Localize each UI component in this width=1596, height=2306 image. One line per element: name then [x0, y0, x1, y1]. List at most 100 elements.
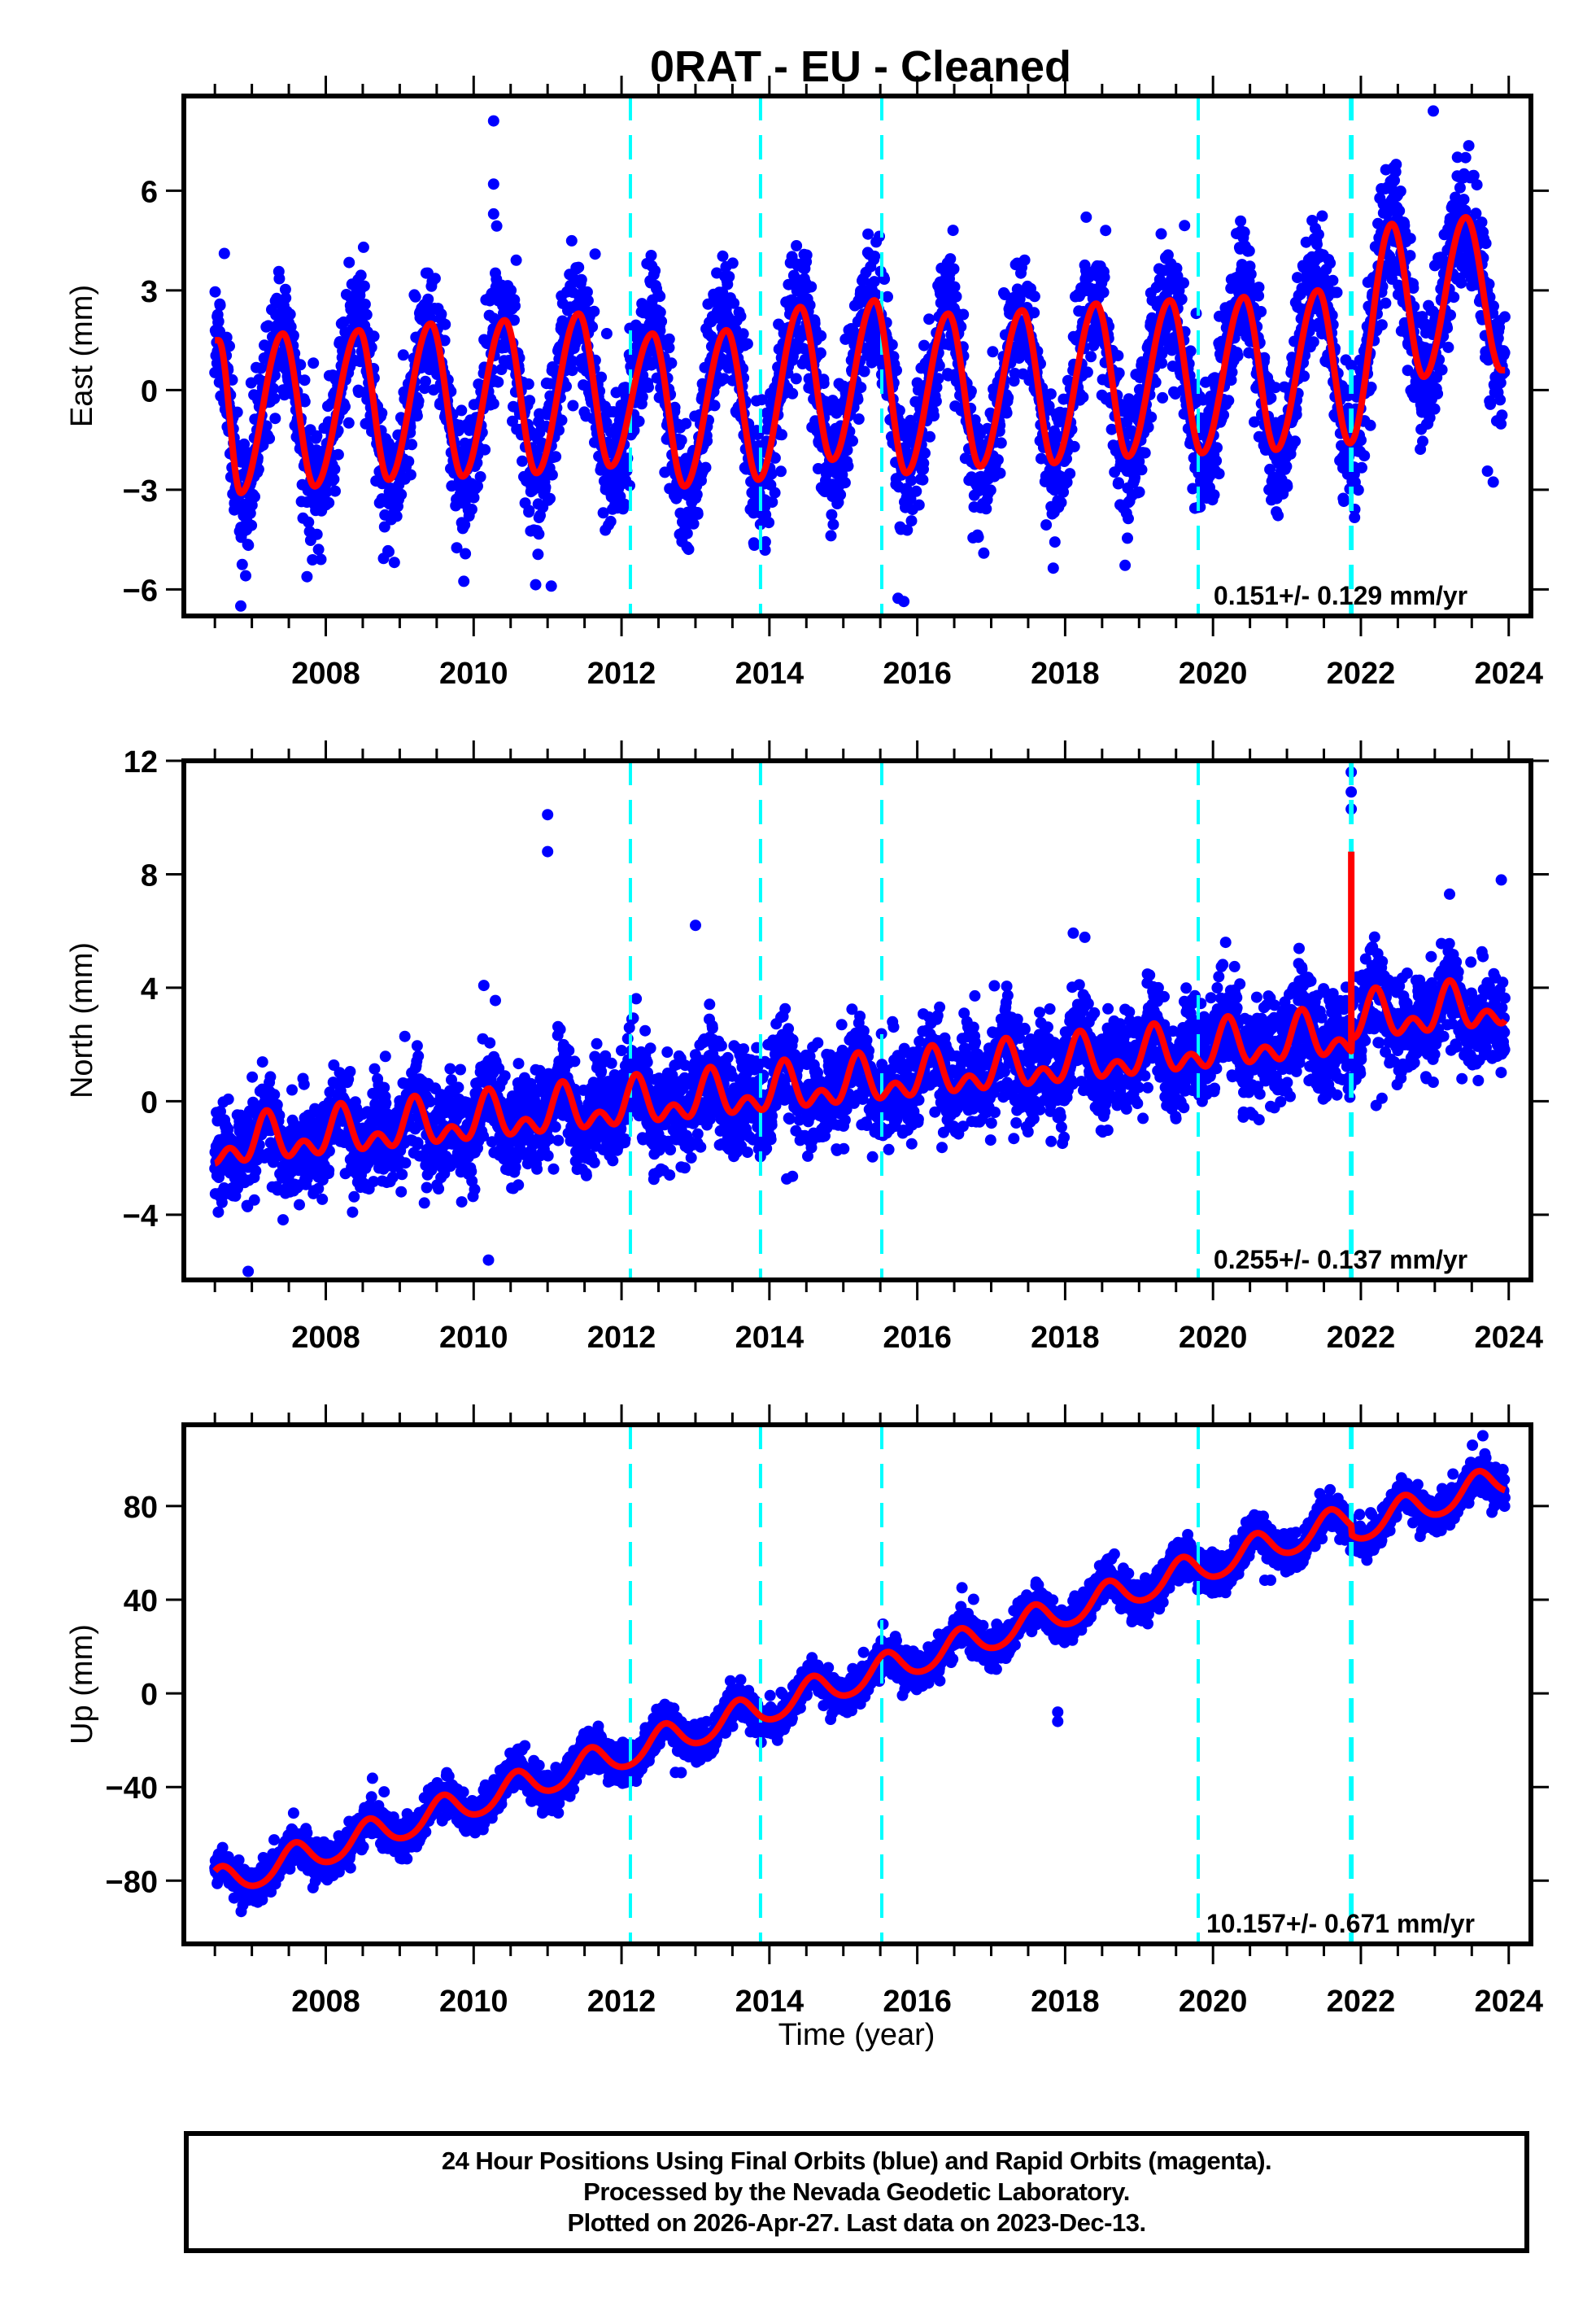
- data-point: [1002, 391, 1014, 404]
- east-plot-area: 2008 2010 2012 2014 2016 2018 2020 2022 2024−6−3…: [123, 76, 1549, 691]
- data-point: [659, 466, 671, 478]
- data-point: [624, 479, 635, 491]
- data-point: [1245, 269, 1257, 280]
- data-point: [665, 357, 678, 369]
- data-point-outlier: [1428, 105, 1439, 117]
- data-point: [987, 346, 999, 358]
- data-point: [332, 448, 344, 461]
- data-point: [1494, 394, 1507, 406]
- data-point: [1404, 250, 1416, 262]
- data-point: [329, 485, 341, 497]
- data-point: [395, 488, 408, 500]
- data-point: [323, 496, 335, 509]
- data-point: [1044, 388, 1057, 400]
- data-point: [1001, 407, 1013, 419]
- data-point: [1136, 464, 1148, 476]
- data-point: [1454, 181, 1466, 194]
- data-point: [212, 1206, 225, 1218]
- data-point: [264, 1071, 277, 1083]
- data-point: [280, 292, 292, 304]
- x-tick-label: 2012: [587, 657, 656, 691]
- data-point: [368, 330, 380, 343]
- data-point: [446, 480, 458, 492]
- data-point: [273, 273, 286, 285]
- data-point: [928, 410, 940, 421]
- data-point: [343, 256, 355, 269]
- data-point: [329, 463, 341, 475]
- data-point: [533, 528, 545, 540]
- data-point: [397, 349, 409, 361]
- data-point: [862, 228, 874, 240]
- x-tick-label: 2018: [1031, 657, 1100, 691]
- data-point: [948, 263, 960, 275]
- data-point: [388, 557, 400, 569]
- data-point: [1068, 440, 1080, 452]
- data-point: [1122, 532, 1133, 544]
- data-point: [1338, 496, 1350, 508]
- data-point: [1352, 484, 1364, 496]
- data-point: [1358, 450, 1371, 462]
- data-point: [717, 250, 729, 262]
- data-point: [560, 380, 572, 392]
- data-point: [550, 451, 562, 463]
- data-point: [1316, 210, 1328, 222]
- data-point: [1448, 291, 1460, 304]
- data-point: [691, 508, 704, 520]
- data-point: [238, 438, 251, 450]
- data-point: [656, 316, 668, 327]
- data-point: [523, 504, 535, 517]
- data-point: [853, 413, 865, 425]
- data-point: [358, 280, 370, 292]
- north-panel: 2008 2010 2012 2014 2016 2018 2020 2022 2024−404…: [65, 740, 1549, 1355]
- data-point: [566, 365, 578, 377]
- data-point: [994, 467, 1006, 479]
- data-point: [522, 378, 534, 390]
- data-point: [268, 382, 279, 395]
- data-point: [479, 443, 491, 456]
- x-tick-label: 2016: [883, 657, 952, 691]
- data-point: [910, 485, 922, 497]
- data-point: [456, 404, 468, 417]
- data-point: [260, 420, 273, 432]
- data-point: [460, 548, 472, 560]
- data-point: [654, 306, 666, 318]
- data-point-outlier: [487, 207, 499, 220]
- data-point: [600, 417, 613, 429]
- data-point: [995, 437, 1007, 449]
- x-tick-label: 2014: [735, 657, 805, 691]
- data-point: [1281, 480, 1293, 492]
- data-point: [763, 517, 775, 529]
- data-point: [299, 374, 311, 387]
- data-point: [509, 300, 521, 312]
- data-point: [556, 414, 568, 426]
- chart-title: 0RAT - EU - Cleaned: [650, 42, 1071, 91]
- data-point: [682, 544, 695, 556]
- data-point: [1376, 319, 1388, 331]
- data-point: [231, 406, 243, 418]
- data-point: [726, 257, 739, 269]
- data-point: [588, 305, 600, 317]
- data-point: [1081, 366, 1093, 378]
- y-tick-label: −3: [123, 474, 158, 509]
- data-point: [663, 333, 675, 345]
- data-point: [342, 417, 355, 429]
- data-point: [1463, 140, 1475, 152]
- data-point: [669, 401, 681, 413]
- data-point: [1471, 179, 1483, 191]
- data-point: [246, 519, 258, 531]
- data-point: [681, 527, 693, 539]
- data-point: [285, 321, 297, 333]
- data-point: [390, 510, 403, 522]
- data-point: [439, 318, 451, 330]
- data-point-outlier: [545, 580, 557, 592]
- data-point: [582, 295, 594, 307]
- data-point: [575, 273, 587, 286]
- data-point: [517, 455, 528, 467]
- data-point: [383, 546, 395, 558]
- data-point: [978, 547, 990, 559]
- data-point: [769, 487, 781, 499]
- data-point: [1356, 461, 1367, 474]
- data-point: [835, 489, 847, 500]
- data-point: [312, 544, 325, 556]
